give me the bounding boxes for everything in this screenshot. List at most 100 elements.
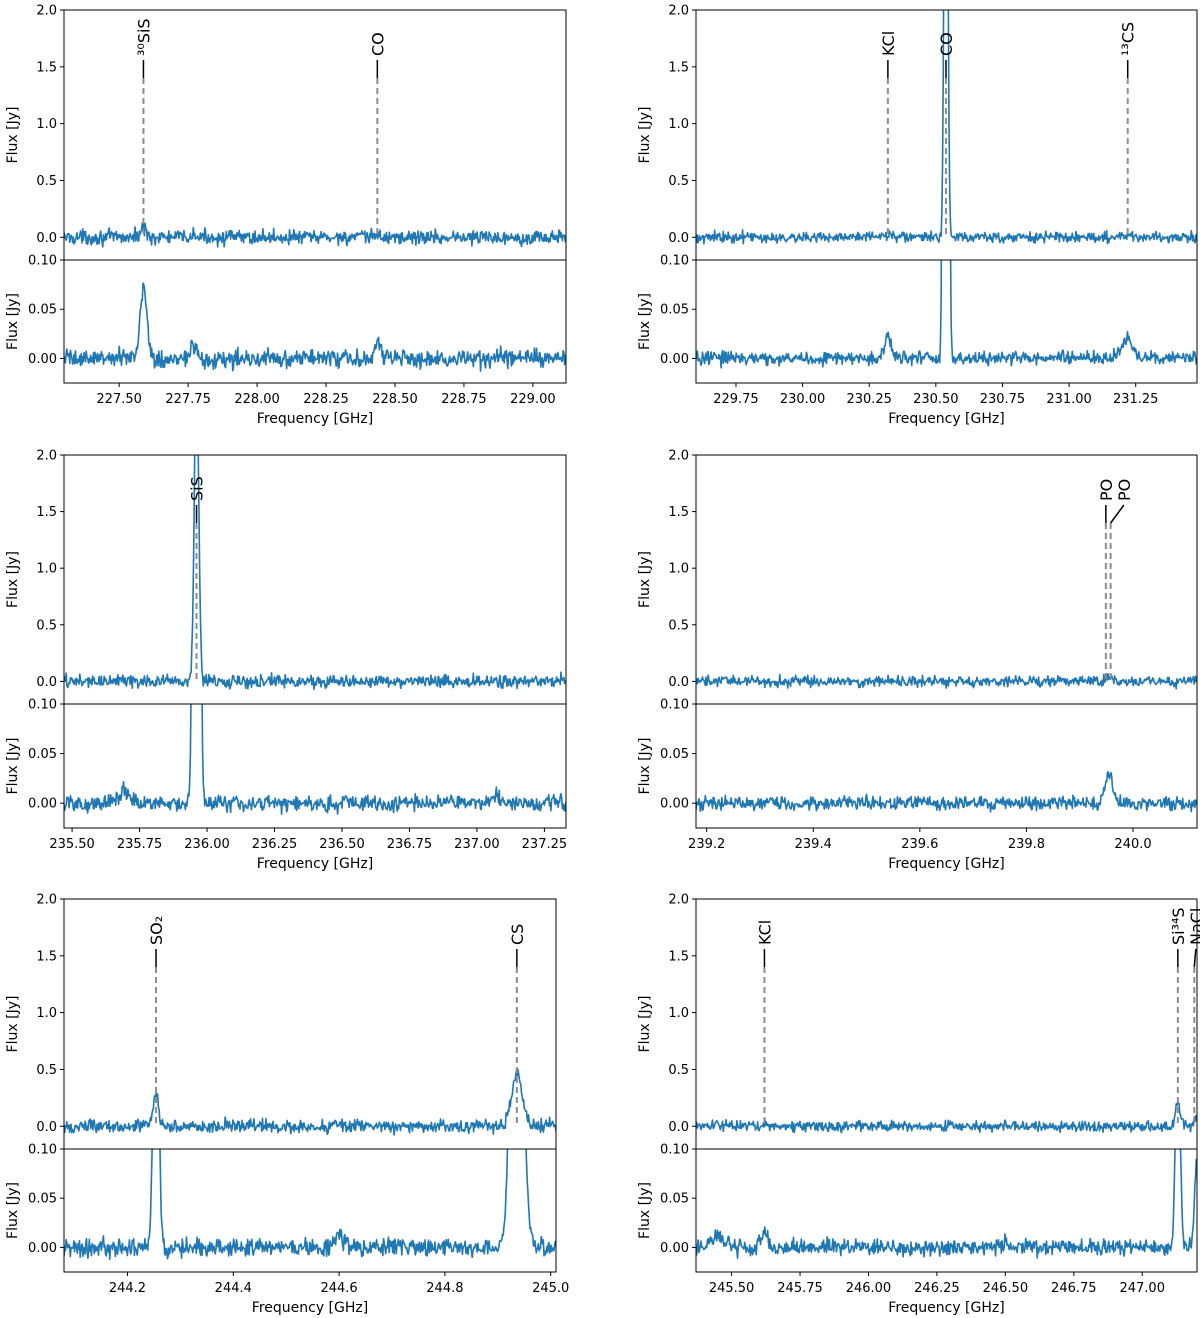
lower-ytick-label: 0.00 (28, 797, 57, 812)
xtick-label: 244.2 (109, 1281, 146, 1296)
upper-axes-frame (63, 454, 567, 705)
lower-ytick-label: 0.10 (28, 698, 57, 713)
xtick-label: 245.50 (709, 1281, 755, 1296)
line-label-CS: CS (508, 924, 527, 945)
upper-ytick-label: 0.0 (36, 675, 57, 690)
xtick-label: 246.25 (914, 1281, 960, 1296)
lower-ytick-label: 0.00 (660, 797, 689, 812)
lower-ytick-label: 0.00 (660, 352, 689, 367)
upper-ytick-label: 1.5 (668, 505, 689, 520)
lower-ytick-label: 0.05 (660, 303, 689, 318)
lower-y-axis-label: Flux [Jy] (637, 738, 653, 795)
xtick-label: 228.00 (234, 392, 280, 407)
xtick-label: 237.00 (454, 837, 500, 852)
lower-ytick-label: 0.05 (28, 303, 57, 318)
x-axis-label: Frequency [GHz] (252, 1300, 368, 1316)
xtick-label: 235.50 (49, 837, 95, 852)
lower-y-axis-label: Flux [Jy] (5, 1182, 21, 1239)
spectrum-upper-series (64, 222, 566, 248)
upper-ytick-label: 2.0 (36, 449, 57, 464)
panel-top-right: KCl CO ¹³CS 0.0 0.5 1.0 1.5 2.0 0.00 0.05 0.10 229.… (637, 4, 1198, 427)
xtick-label: 240.0 (1114, 837, 1151, 852)
upper-ytick-label: 0.5 (36, 174, 57, 189)
lower-axes-frame (63, 703, 567, 829)
xtick-label: 228.25 (303, 392, 349, 407)
upper-ytick-label: 0.5 (36, 618, 57, 633)
line-label-KCl: KCl (755, 920, 774, 945)
spectrum-lower-series (64, 704, 566, 815)
xtick-label: 230.50 (913, 392, 959, 407)
panel-bottom-left: SO₂ CS 0.0 0.5 1.0 1.5 2.0 0.00 0.05 0.10 244.2 244… (5, 893, 569, 1317)
lower-ytick-label: 0.10 (28, 254, 57, 269)
xtick-label: 245.75 (777, 1281, 823, 1296)
line-label-KCl: KCl (879, 31, 898, 56)
xtick-label: 230.25 (846, 392, 892, 407)
xtick-label: 230.75 (980, 392, 1026, 407)
upper-ytick-label: 0.0 (36, 1120, 57, 1135)
line-label-30SiS: ³⁰SiS (134, 18, 153, 56)
lower-ytick-label: 0.05 (28, 747, 57, 762)
upper-ytick-label: 0.5 (668, 1063, 689, 1078)
xtick-label: 246.75 (1051, 1281, 1097, 1296)
spectrum-lower-series (64, 1149, 556, 1261)
upper-y-axis-label: Flux [Jy] (637, 107, 653, 164)
spectrum-lower-series (64, 282, 566, 372)
panel-middle-right: PO PO 0.0 0.5 1.0 1.5 2.0 0.00 0.05 0.10 239.2 239.… (637, 449, 1198, 872)
lower-ytick-label: 0.00 (660, 1241, 689, 1256)
xtick-label: 228.50 (372, 392, 418, 407)
upper-ytick-label: 1.0 (36, 1006, 57, 1021)
line-label-CO: CO (368, 32, 387, 56)
line-label-NaCl: NaCl (1187, 908, 1200, 945)
line-marker-tick-PO (1110, 504, 1125, 524)
xtick-label: 247.00 (1119, 1281, 1165, 1296)
line-marker-tick-NaCl (1193, 948, 1197, 968)
lower-ytick-label: 0.10 (28, 1143, 57, 1158)
upper-ytick-label: 0.5 (668, 618, 689, 633)
x-axis-label: Frequency [GHz] (257, 856, 373, 872)
lower-axes-frame (695, 259, 1198, 384)
upper-ytick-label: 1.5 (668, 60, 689, 75)
spectrum-lower-series (696, 1149, 1197, 1260)
xtick-label: 245.0 (532, 1281, 569, 1296)
spectrum-lower-series (696, 260, 1197, 369)
lower-ytick-label: 0.05 (28, 1192, 57, 1207)
xtick-label: 231.00 (1046, 392, 1092, 407)
xtick-label: 244.4 (215, 1281, 252, 1296)
spectrum-upper-series (64, 1068, 556, 1136)
panel-bottom-right: KCl Si³⁴S NaCl 0.0 0.5 1.0 1.5 2.0 0.00 0.05 0.10 2… (637, 893, 1200, 1317)
upper-ytick-label: 0.0 (668, 1120, 689, 1135)
xtick-label: 227.50 (96, 392, 142, 407)
upper-ytick-label: 2.0 (668, 449, 689, 464)
lower-y-axis-label: Flux [Jy] (5, 738, 21, 795)
spectrum-lower-series (696, 771, 1197, 813)
upper-ytick-label: 2.0 (36, 4, 57, 19)
lower-y-axis-label: Flux [Jy] (5, 293, 21, 350)
upper-ytick-label: 1.0 (36, 562, 57, 577)
xtick-label: 237.25 (522, 837, 568, 852)
x-axis-label: Frequency [GHz] (888, 856, 1004, 872)
xtick-label: 228.75 (441, 392, 487, 407)
panel-top-left: ³⁰SiS CO 0.0 0.5 1.0 1.5 2.0 0.00 0.05 0.10 227.50… (5, 4, 567, 427)
xtick-label: 239.8 (1008, 837, 1045, 852)
lower-axes-frame (695, 1148, 1198, 1273)
xtick-label: 236.75 (387, 837, 433, 852)
lower-axes-frame (63, 1148, 557, 1273)
x-axis-label: Frequency [GHz] (888, 411, 1004, 427)
upper-ytick-label: 1.0 (668, 1006, 689, 1021)
upper-ytick-label: 2.0 (668, 893, 689, 908)
lower-ytick-label: 0.05 (660, 747, 689, 762)
xtick-label: 235.75 (117, 837, 163, 852)
upper-y-axis-label: Flux [Jy] (5, 107, 21, 164)
xtick-label: 229.75 (713, 392, 759, 407)
line-label-SiS: SiS (188, 476, 207, 501)
xtick-label: 229.00 (510, 392, 556, 407)
lower-ytick-label: 0.10 (660, 698, 689, 713)
lower-ytick-label: 0.05 (660, 1192, 689, 1207)
upper-ytick-label: 0.0 (668, 675, 689, 690)
upper-ytick-label: 1.5 (36, 505, 57, 520)
upper-ytick-label: 1.0 (668, 562, 689, 577)
upper-y-axis-label: Flux [Jy] (637, 551, 653, 608)
xtick-label: 244.6 (320, 1281, 357, 1296)
upper-ytick-label: 0.0 (668, 231, 689, 246)
